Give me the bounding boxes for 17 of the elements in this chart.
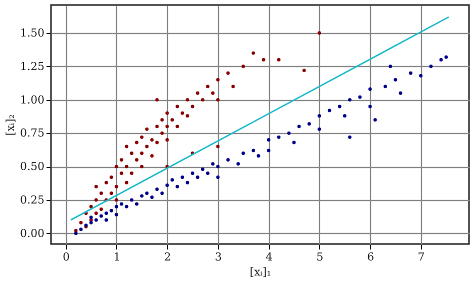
x-tick-label: 0 [62, 250, 70, 264]
x-tick-label: 2 [164, 250, 172, 264]
x-tick-label: 3 [214, 250, 222, 264]
x-tick-label: 7 [418, 250, 425, 264]
y-tick-label: 0.75 [20, 126, 44, 140]
y-tick-label: 1.00 [20, 93, 44, 106]
x-tick-label: 5 [316, 250, 324, 264]
y-tick-label: 0.00 [20, 226, 44, 240]
y-tick-label: 1.25 [20, 60, 44, 73]
y-axis-title: [xᵢ]₂ [4, 114, 18, 136]
x-tick-label: 4 [266, 250, 273, 264]
y-tick-label: 1.50 [20, 26, 44, 40]
y-tick-label: 0.25 [20, 193, 44, 206]
x-axis-title: [xᵢ]₁ [250, 266, 272, 278]
x-tick-label: 6 [367, 250, 374, 264]
x-tick-label: 1 [113, 250, 120, 264]
y-tick-label: 0.50 [20, 160, 44, 174]
